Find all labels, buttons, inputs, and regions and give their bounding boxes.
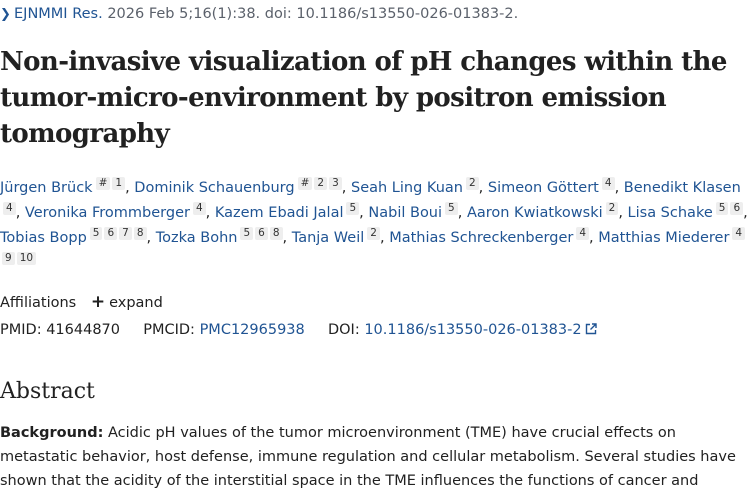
journal-link[interactable]: EJNMMI Res. — [14, 6, 103, 22]
author-entry: Lisa Schake 5 6 — [627, 202, 744, 221]
pmcid-label: PMCID: — [143, 322, 195, 338]
author-affiliation-badges: 4 9 10 — [0, 227, 746, 271]
author-name-link[interactable]: Jürgen Brück — [0, 180, 93, 196]
author-affiliation-badges: 4 — [190, 202, 206, 221]
doi-link[interactable]: 10.1186/s13550-026-01383-2 — [364, 322, 597, 338]
expand-label: expand — [109, 295, 163, 311]
citation-details: 2026 Feb 5;16(1):38. doi: 10.1186/s13550… — [107, 6, 519, 22]
author-affiliation-badges: #1 — [93, 177, 126, 196]
affiliation-badge[interactable]: 5 — [715, 202, 729, 215]
affiliations-label: Affiliations — [0, 295, 77, 311]
affiliation-badge[interactable]: 4 — [192, 202, 206, 215]
author-affiliation-badges: 4 — [599, 177, 615, 196]
author-entry: Kazem Ebadi Jalal 5 — [214, 202, 360, 221]
author-name-link[interactable]: Veronika Frommberger — [24, 205, 190, 221]
affiliation-badge[interactable]: 6 — [104, 227, 118, 240]
author-name-link[interactable]: Seah Ling Kuan — [350, 180, 463, 196]
author-affiliation-badges: 2 — [463, 177, 479, 196]
author-entry: Tozka Bohn 5 6 8 — [155, 227, 283, 246]
author-name-link[interactable]: Dominik Schauenburg — [134, 180, 295, 196]
affiliation-badge[interactable]: 5 — [89, 227, 103, 240]
author-affiliation-badges: 4 — [0, 202, 16, 221]
expand-affiliations-button[interactable]: + expand — [90, 292, 163, 312]
pmcid-link[interactable]: PMC12965938 — [199, 322, 305, 338]
author-entry: Tanja Weil 2 — [291, 227, 380, 246]
affiliation-badge[interactable]: 10 — [16, 252, 37, 265]
identifiers-row: PMID: 41644870 PMCID: PMC12965938 DOI: 1… — [0, 318, 597, 342]
affiliation-badge[interactable]: 2 — [314, 177, 328, 190]
affiliation-badge[interactable]: 3 — [329, 177, 342, 190]
author-name-link[interactable]: Nabil Boui — [368, 205, 443, 221]
affiliation-badge[interactable]: 5 — [240, 227, 254, 240]
author-name-link[interactable]: Simeon Göttert — [487, 180, 599, 196]
equal-contribution-badge[interactable]: # — [95, 177, 111, 190]
author-entry: Jürgen Brück #1 — [0, 177, 126, 196]
article-title: Non-invasive visualization of pH changes… — [0, 47, 727, 149]
doi-value: 10.1186/s13550-026-01383-2 — [364, 322, 582, 338]
affiliation-badge[interactable]: 5 — [346, 202, 360, 215]
background-text: Acidic pH values of the tumor microenvir… — [0, 425, 736, 489]
abstract-heading: Abstract — [0, 379, 95, 404]
author-affiliation-badges: 5 — [442, 202, 458, 221]
background-label: Background: — [0, 425, 104, 441]
author-name-link[interactable]: Mathias Schreckenberger — [389, 230, 574, 246]
affiliation-badge[interactable]: 4 — [601, 177, 615, 190]
affiliation-badge[interactable]: 6 — [730, 202, 744, 215]
author-name-link[interactable]: Matthias Miederer — [598, 230, 730, 246]
author-affiliation-badges: 2 — [364, 227, 380, 246]
author-affiliation-badges: 5 — [343, 202, 360, 221]
author-entry: Aaron Kwiatkowski 2 — [466, 202, 619, 221]
affiliation-badge[interactable]: 4 — [732, 227, 746, 240]
affiliation-badge[interactable]: 7 — [119, 227, 132, 240]
author-name-link[interactable]: Lisa Schake — [627, 205, 713, 221]
author-name-link[interactable]: Tozka Bohn — [155, 230, 238, 246]
affiliation-badge[interactable]: 4 — [576, 227, 590, 240]
affiliation-badge[interactable]: 6 — [255, 227, 268, 240]
abstract-background: Background: Acidic pH values of the tumo… — [0, 421, 748, 493]
author-entry: Seah Ling Kuan 2 — [350, 177, 479, 196]
author-entry: Nabil Boui 5 — [368, 202, 458, 221]
affiliation-badge[interactable]: 1 — [112, 177, 126, 190]
affiliation-badge[interactable]: 2 — [465, 177, 479, 190]
plus-icon: + — [90, 292, 106, 312]
affiliation-badge[interactable]: 9 — [2, 252, 15, 265]
author-affiliation-badges: #2 3 — [295, 177, 342, 196]
affiliation-badge[interactable]: 8 — [269, 227, 283, 240]
affiliations-row: Affiliations + expand — [0, 290, 163, 314]
author-entry: Veronika Frommberger 4 — [24, 202, 206, 221]
author-entry: Dominik Schauenburg #2 3 — [134, 177, 342, 196]
pmid-label: PMID: — [0, 322, 42, 338]
affiliation-badge[interactable]: 5 — [445, 202, 458, 215]
author-affiliation-badges: 4 — [573, 227, 590, 246]
author-name-link[interactable]: Aaron Kwiatkowski — [466, 205, 603, 221]
affiliation-badge[interactable]: 2 — [367, 227, 380, 240]
pmid-value: 41644870 — [46, 322, 121, 338]
author-entry: Mathias Schreckenberger 4 — [389, 227, 590, 246]
affiliation-badge[interactable]: 8 — [133, 227, 147, 240]
chevron-right-icon[interactable]: ❯ — [0, 7, 11, 22]
author-name-link[interactable]: Tanja Weil — [291, 230, 365, 246]
citation-line: ❯ EJNMMI Res. 2026 Feb 5;16(1):38. doi: 1… — [0, 4, 750, 24]
author-entry: Benedikt Klasen 4 — [0, 180, 741, 221]
author-affiliation-badges: 2 — [603, 202, 619, 221]
affiliation-badge[interactable]: 4 — [3, 202, 16, 215]
author-list: Jürgen Brück #1, Dominik Schauenburg #2 3, … — [0, 176, 748, 276]
author-name-link[interactable]: Tobias Bopp — [0, 230, 87, 246]
author-entry: Simeon Göttert 4 — [487, 177, 615, 196]
affiliation-badge[interactable]: 2 — [605, 202, 619, 215]
doi-label: DOI: — [327, 322, 360, 338]
author-entry: Tobias Bopp 5 6 7 8 — [0, 227, 147, 246]
author-name-link[interactable]: Benedikt Klasen — [623, 180, 741, 196]
author-name-link[interactable]: Kazem Ebadi Jalal — [214, 205, 344, 221]
external-link-icon — [585, 323, 597, 335]
author-entry: Matthias Miederer 49 10 — [0, 227, 746, 271]
equal-contribution-badge[interactable]: # — [297, 177, 313, 190]
